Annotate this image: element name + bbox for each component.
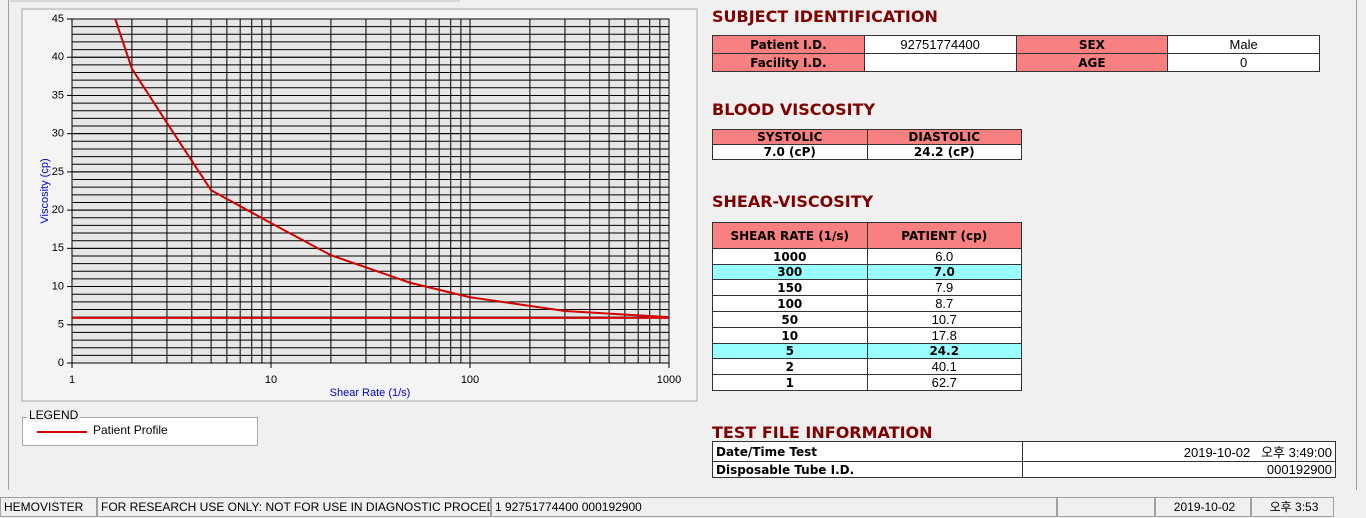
cell-value: 24.2 (cP)	[866, 144, 1022, 160]
cell-value: 10	[712, 327, 868, 344]
cell-label: Patient I.D.	[712, 35, 865, 54]
y-tick-label: 15	[52, 242, 64, 254]
table-row: 7.0 (cP) 24.2 (cP)	[712, 144, 1022, 160]
status-cell: 2019-10-02	[1155, 497, 1251, 517]
cell-label: SHEAR RATE (1/s)	[712, 222, 868, 249]
y-axis-label: Viscosity (cp)	[39, 158, 51, 223]
x-axis-label: Shear Rate (1/s)	[330, 387, 411, 399]
section-title: SUBJECT IDENTIFICATION	[712, 7, 938, 26]
y-tick-label: 20	[52, 204, 64, 216]
y-tick-label: 30	[52, 128, 64, 140]
y-tick-label: 5	[58, 319, 64, 331]
table-row: 1 62.7	[712, 374, 1022, 391]
section-title: BLOOD VISCOSITY	[712, 100, 876, 119]
status-cell	[1057, 497, 1155, 517]
section-title: TEST FILE INFORMATION	[712, 423, 933, 442]
x-tick-label: 1000	[657, 374, 681, 386]
cell-value: 0	[1167, 53, 1320, 72]
cell-value: 7.9	[866, 279, 1022, 296]
table-row: 5 24.2	[712, 343, 1022, 359]
cell-value: 000192900	[1022, 461, 1336, 478]
table-row: Disposable Tube I.D. 000192900	[712, 461, 1336, 478]
y-tick-label: 10	[52, 280, 64, 292]
table-row: 50 10.7	[712, 311, 1022, 328]
legend-title: LEGEND	[27, 408, 81, 422]
y-tick-label: 35	[52, 89, 64, 101]
cell-value: 1	[712, 374, 868, 391]
status-cell: 오후 3:53	[1251, 497, 1334, 517]
legend-swatch	[37, 431, 87, 433]
cell-value: 2019-10-02 오후 3:49:00	[1022, 441, 1336, 462]
status-cell: FOR RESEARCH USE ONLY: NOT FOR USE IN DI…	[97, 497, 491, 517]
cell-value: 2	[712, 358, 868, 375]
cell-label: Disposable Tube I.D.	[712, 461, 1023, 478]
right-border	[1356, 0, 1357, 490]
cell-value: 1000	[712, 248, 868, 265]
x-tick-label: 100	[461, 374, 479, 386]
cell-value: 40.1	[866, 358, 1022, 375]
cell-value: Male	[1167, 35, 1320, 54]
status-cell: 1 92751774400 000192900	[491, 497, 1057, 517]
cell-value: 10.7	[866, 311, 1022, 328]
cell-value: 7.0	[866, 264, 1022, 280]
cell-label: AGE	[1015, 53, 1169, 72]
cell-label: SEX	[1015, 35, 1169, 54]
x-tick-label: 1	[69, 374, 75, 386]
left-border	[8, 0, 9, 490]
table-row: Facility I.D. AGE 0	[712, 53, 1320, 72]
cell-value: 62.7	[866, 374, 1022, 391]
y-tick-label: 40	[52, 51, 64, 63]
test-file-table: Date/Time Test 2019-10-02 오후 3:49:00 Dis…	[712, 441, 1336, 478]
cell-label: PATIENT (cp)	[866, 222, 1022, 249]
cell-label: DIASTOLIC	[866, 129, 1022, 145]
cell-value: 5	[712, 343, 868, 359]
cell-value: 92751774400	[863, 35, 1017, 54]
cell-value: 6.0	[866, 248, 1022, 265]
top-tab	[10, 0, 460, 2]
cell-value: 150	[712, 279, 868, 296]
table-row: 1000 6.0	[712, 248, 1022, 265]
cell-label: Date/Time Test	[712, 441, 1023, 462]
table-row: 100 8.7	[712, 295, 1022, 312]
status-cell: HEMOVISTER	[0, 497, 97, 517]
cell-value: 7.0 (cP)	[712, 144, 868, 160]
series-line	[114, 19, 669, 319]
chart: Shear Rate (1/s) Viscosity (cp) 0 5 10 15 20…	[21, 8, 698, 402]
y-tick-label: 25	[52, 166, 64, 178]
plot-area	[72, 19, 669, 363]
legend-label: Patient Profile	[93, 423, 168, 437]
table-row: Date/Time Test 2019-10-02 오후 3:49:00	[712, 441, 1336, 462]
cell-value: 100	[712, 295, 868, 312]
table-row: Patient I.D. 92751774400 SEX Male	[712, 35, 1320, 54]
cell-value: 17.8	[866, 327, 1022, 344]
shear-table: SHEAR RATE (1/s) PATIENT (cp) 1000 6.0 300…	[712, 222, 1022, 391]
cell-value: 8.7	[866, 295, 1022, 312]
table-row: 2 40.1	[712, 358, 1022, 375]
y-tick-label: 0	[58, 357, 64, 369]
x-tick-label: 10	[265, 374, 277, 386]
subject-table: Patient I.D. 92751774400 SEX Male Facili…	[712, 35, 1320, 72]
cell-value: 24.2	[866, 343, 1022, 359]
plot-frame	[71, 18, 670, 364]
table-row: 300 7.0	[712, 264, 1022, 280]
y-tick-label: 45	[52, 13, 64, 25]
cell-value: 300	[712, 264, 868, 280]
table-row: 150 7.9	[712, 279, 1022, 296]
table-row: 10 17.8	[712, 327, 1022, 344]
cell-label: Facility I.D.	[712, 53, 865, 72]
cell-value	[863, 53, 1017, 72]
section-title: SHEAR-VISCOSITY	[712, 192, 874, 211]
cell-label: SYSTOLIC	[712, 129, 868, 145]
table-row: SYSTOLIC DIASTOLIC	[712, 129, 1022, 145]
table-row: SHEAR RATE (1/s) PATIENT (cp)	[712, 222, 1022, 249]
blood-table: SYSTOLIC DIASTOLIC 7.0 (cP) 24.2 (cP)	[712, 129, 1022, 160]
cell-value: 50	[712, 311, 868, 328]
